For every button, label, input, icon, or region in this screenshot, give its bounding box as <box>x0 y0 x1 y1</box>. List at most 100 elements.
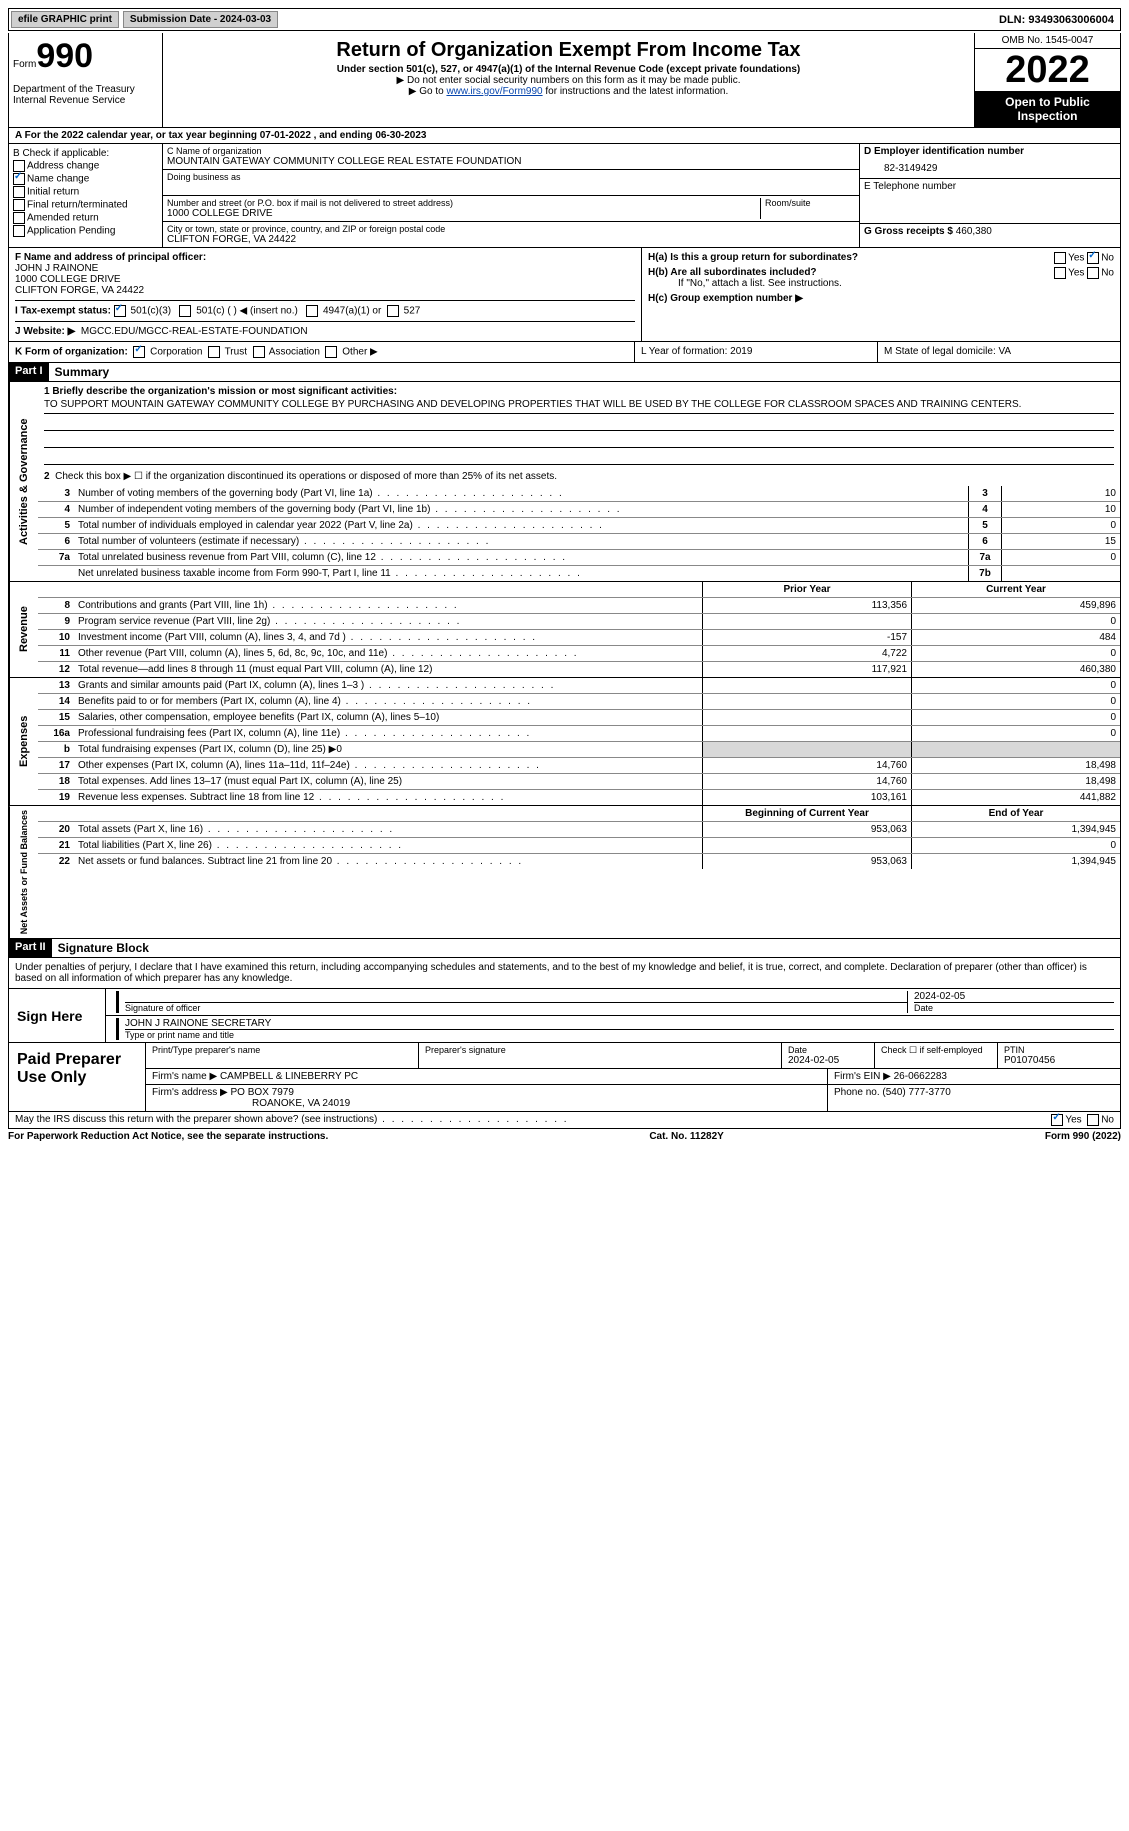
firm-ein: 26-0662283 <box>894 1071 947 1082</box>
line17-curr: 18,498 <box>911 758 1120 773</box>
netassets-table: Net Assets or Fund Balances Beginning of… <box>8 806 1121 939</box>
firm-phone: (540) 777-3770 <box>882 1087 950 1098</box>
line10-curr: 484 <box>911 630 1120 645</box>
val-line7b <box>1001 566 1120 581</box>
hb-yes[interactable] <box>1054 267 1066 279</box>
discuss-no[interactable] <box>1087 1114 1099 1126</box>
row-fh: F Name and address of principal officer:… <box>8 248 1121 342</box>
officer-name: JOHN J RAINONE SECRETARY <box>125 1018 1114 1029</box>
open-to-public: Open to Public Inspection <box>975 91 1120 127</box>
mission-text: TO SUPPORT MOUNTAIN GATEWAY COMMUNITY CO… <box>44 399 1114 414</box>
ha-no[interactable] <box>1087 252 1099 264</box>
submission-date: Submission Date - 2024-03-03 <box>123 11 278 28</box>
check-app-pending[interactable]: Application Pending <box>13 225 158 237</box>
line8-prior: 113,356 <box>702 598 911 613</box>
dept-label: Department of the Treasury Internal Reve… <box>13 84 158 106</box>
efile-print-button[interactable]: efile GRAPHIC print <box>11 11 119 28</box>
check-corp[interactable] <box>133 346 145 358</box>
penalties-text: Under penalties of perjury, I declare th… <box>9 958 1120 989</box>
part1-header: Part I <box>9 363 49 381</box>
form-subtitle: Under section 501(c), 527, or 4947(a)(1)… <box>167 64 970 75</box>
check-501c[interactable] <box>179 305 191 317</box>
check-address-change[interactable]: Address change <box>13 160 158 172</box>
principal-officer: F Name and address of principal officer:… <box>9 248 642 341</box>
side-governance: Activities & Governance <box>9 382 38 581</box>
line22-curr: 1,394,945 <box>911 854 1120 869</box>
note-ssn: ▶ Do not enter social security numbers o… <box>167 75 970 86</box>
discuss-yes[interactable] <box>1051 1114 1063 1126</box>
tax-year: 2022 <box>975 49 1120 91</box>
line12-curr: 460,380 <box>911 662 1120 677</box>
form-header: Form990 Department of the Treasury Inter… <box>8 33 1121 128</box>
val-line5: 0 <box>1001 518 1120 533</box>
form-number: 990 <box>36 37 93 75</box>
line9-curr: 0 <box>911 614 1120 629</box>
line18-curr: 18,498 <box>911 774 1120 789</box>
org-name: MOUNTAIN GATEWAY COMMUNITY COLLEGE REAL … <box>167 156 855 167</box>
ein: 82-3149429 <box>864 157 1116 176</box>
year-formation: L Year of formation: 2019 <box>635 342 878 362</box>
line15-curr: 0 <box>911 710 1120 725</box>
firm-addr: PO BOX 7979 <box>231 1087 294 1098</box>
line17-prior: 14,760 <box>702 758 911 773</box>
note-goto: ▶ Go to www.irs.gov/Form990 for instruct… <box>167 86 970 97</box>
year-box: OMB No. 1545-0047 2022 Open to Public In… <box>974 33 1120 127</box>
line20-curr: 1,394,945 <box>911 822 1120 837</box>
ptin: P01070456 <box>1004 1055 1114 1066</box>
val-line3: 10 <box>1001 486 1120 501</box>
check-name-change[interactable]: Name change <box>13 173 158 185</box>
hb-no[interactable] <box>1087 267 1099 279</box>
line16b-prior <box>702 742 911 757</box>
line16a-curr: 0 <box>911 726 1120 741</box>
line21-curr: 0 <box>911 838 1120 853</box>
check-assoc[interactable] <box>253 346 265 358</box>
check-amended-return[interactable]: Amended return <box>13 212 158 224</box>
line19-prior: 103,161 <box>702 790 911 805</box>
org-address: 1000 COLLEGE DRIVE <box>167 208 760 219</box>
val-line7a: 0 <box>1001 550 1120 565</box>
discuss-row: May the IRS discuss this return with the… <box>8 1112 1121 1129</box>
ha-yes[interactable] <box>1054 252 1066 264</box>
check-4947[interactable] <box>306 305 318 317</box>
paid-preparer: Paid Preparer Use Only Print/Type prepar… <box>9 1042 1120 1111</box>
irs-link[interactable]: www.irs.gov/Form990 <box>446 86 542 97</box>
line11-prior: 4,722 <box>702 646 911 661</box>
section-bcd: B Check if applicable: Address change Na… <box>8 144 1121 248</box>
line13-prior <box>702 678 911 693</box>
part2-title: Signature Block <box>52 939 155 957</box>
state-domicile: M State of legal domicile: VA <box>878 342 1120 362</box>
line12-prior: 117,921 <box>702 662 911 677</box>
footer-line: For Paperwork Reduction Act Notice, see … <box>8 1129 1121 1144</box>
col-h-group: H(a) Is this a group return for subordin… <box>642 248 1120 341</box>
check-other[interactable] <box>325 346 337 358</box>
prep-date: 2024-02-05 <box>788 1055 868 1066</box>
form-label: Form <box>13 59 36 70</box>
revenue-table: Revenue Prior YearCurrent Year 8Contribu… <box>8 582 1121 678</box>
side-expenses: Expenses <box>9 678 38 805</box>
line16b-curr <box>911 742 1120 757</box>
check-527[interactable] <box>387 305 399 317</box>
line22-prior: 953,063 <box>702 854 911 869</box>
check-final-return[interactable]: Final return/terminated <box>13 199 158 211</box>
line10-prior: -157 <box>702 630 911 645</box>
line21-prior <box>702 838 911 853</box>
line20-prior: 953,063 <box>702 822 911 837</box>
col-b-checkboxes: B Check if applicable: Address change Na… <box>9 144 163 247</box>
line8-curr: 459,896 <box>911 598 1120 613</box>
val-line4: 10 <box>1001 502 1120 517</box>
line13-curr: 0 <box>911 678 1120 693</box>
check-initial-return[interactable]: Initial return <box>13 186 158 198</box>
expenses-table: Expenses 13Grants and similar amounts pa… <box>8 678 1121 806</box>
sign-date: 2024-02-05 <box>914 991 1114 1002</box>
omb-number: OMB No. 1545-0047 <box>975 33 1120 49</box>
firm-name: CAMPBELL & LINEBERRY PC <box>220 1071 358 1082</box>
check-trust[interactable] <box>208 346 220 358</box>
form-title: Return of Organization Exempt From Incom… <box>167 39 970 62</box>
form-label-bottom: Form 990 (2022) <box>1045 1131 1121 1142</box>
check-501c3[interactable] <box>114 305 126 317</box>
top-bar: efile GRAPHIC print Submission Date - 20… <box>8 8 1121 31</box>
row-k: K Form of organization: Corporation Trus… <box>8 342 1121 363</box>
line16a-prior <box>702 726 911 741</box>
side-revenue: Revenue <box>9 582 38 677</box>
signature-section: Under penalties of perjury, I declare th… <box>8 958 1121 1112</box>
